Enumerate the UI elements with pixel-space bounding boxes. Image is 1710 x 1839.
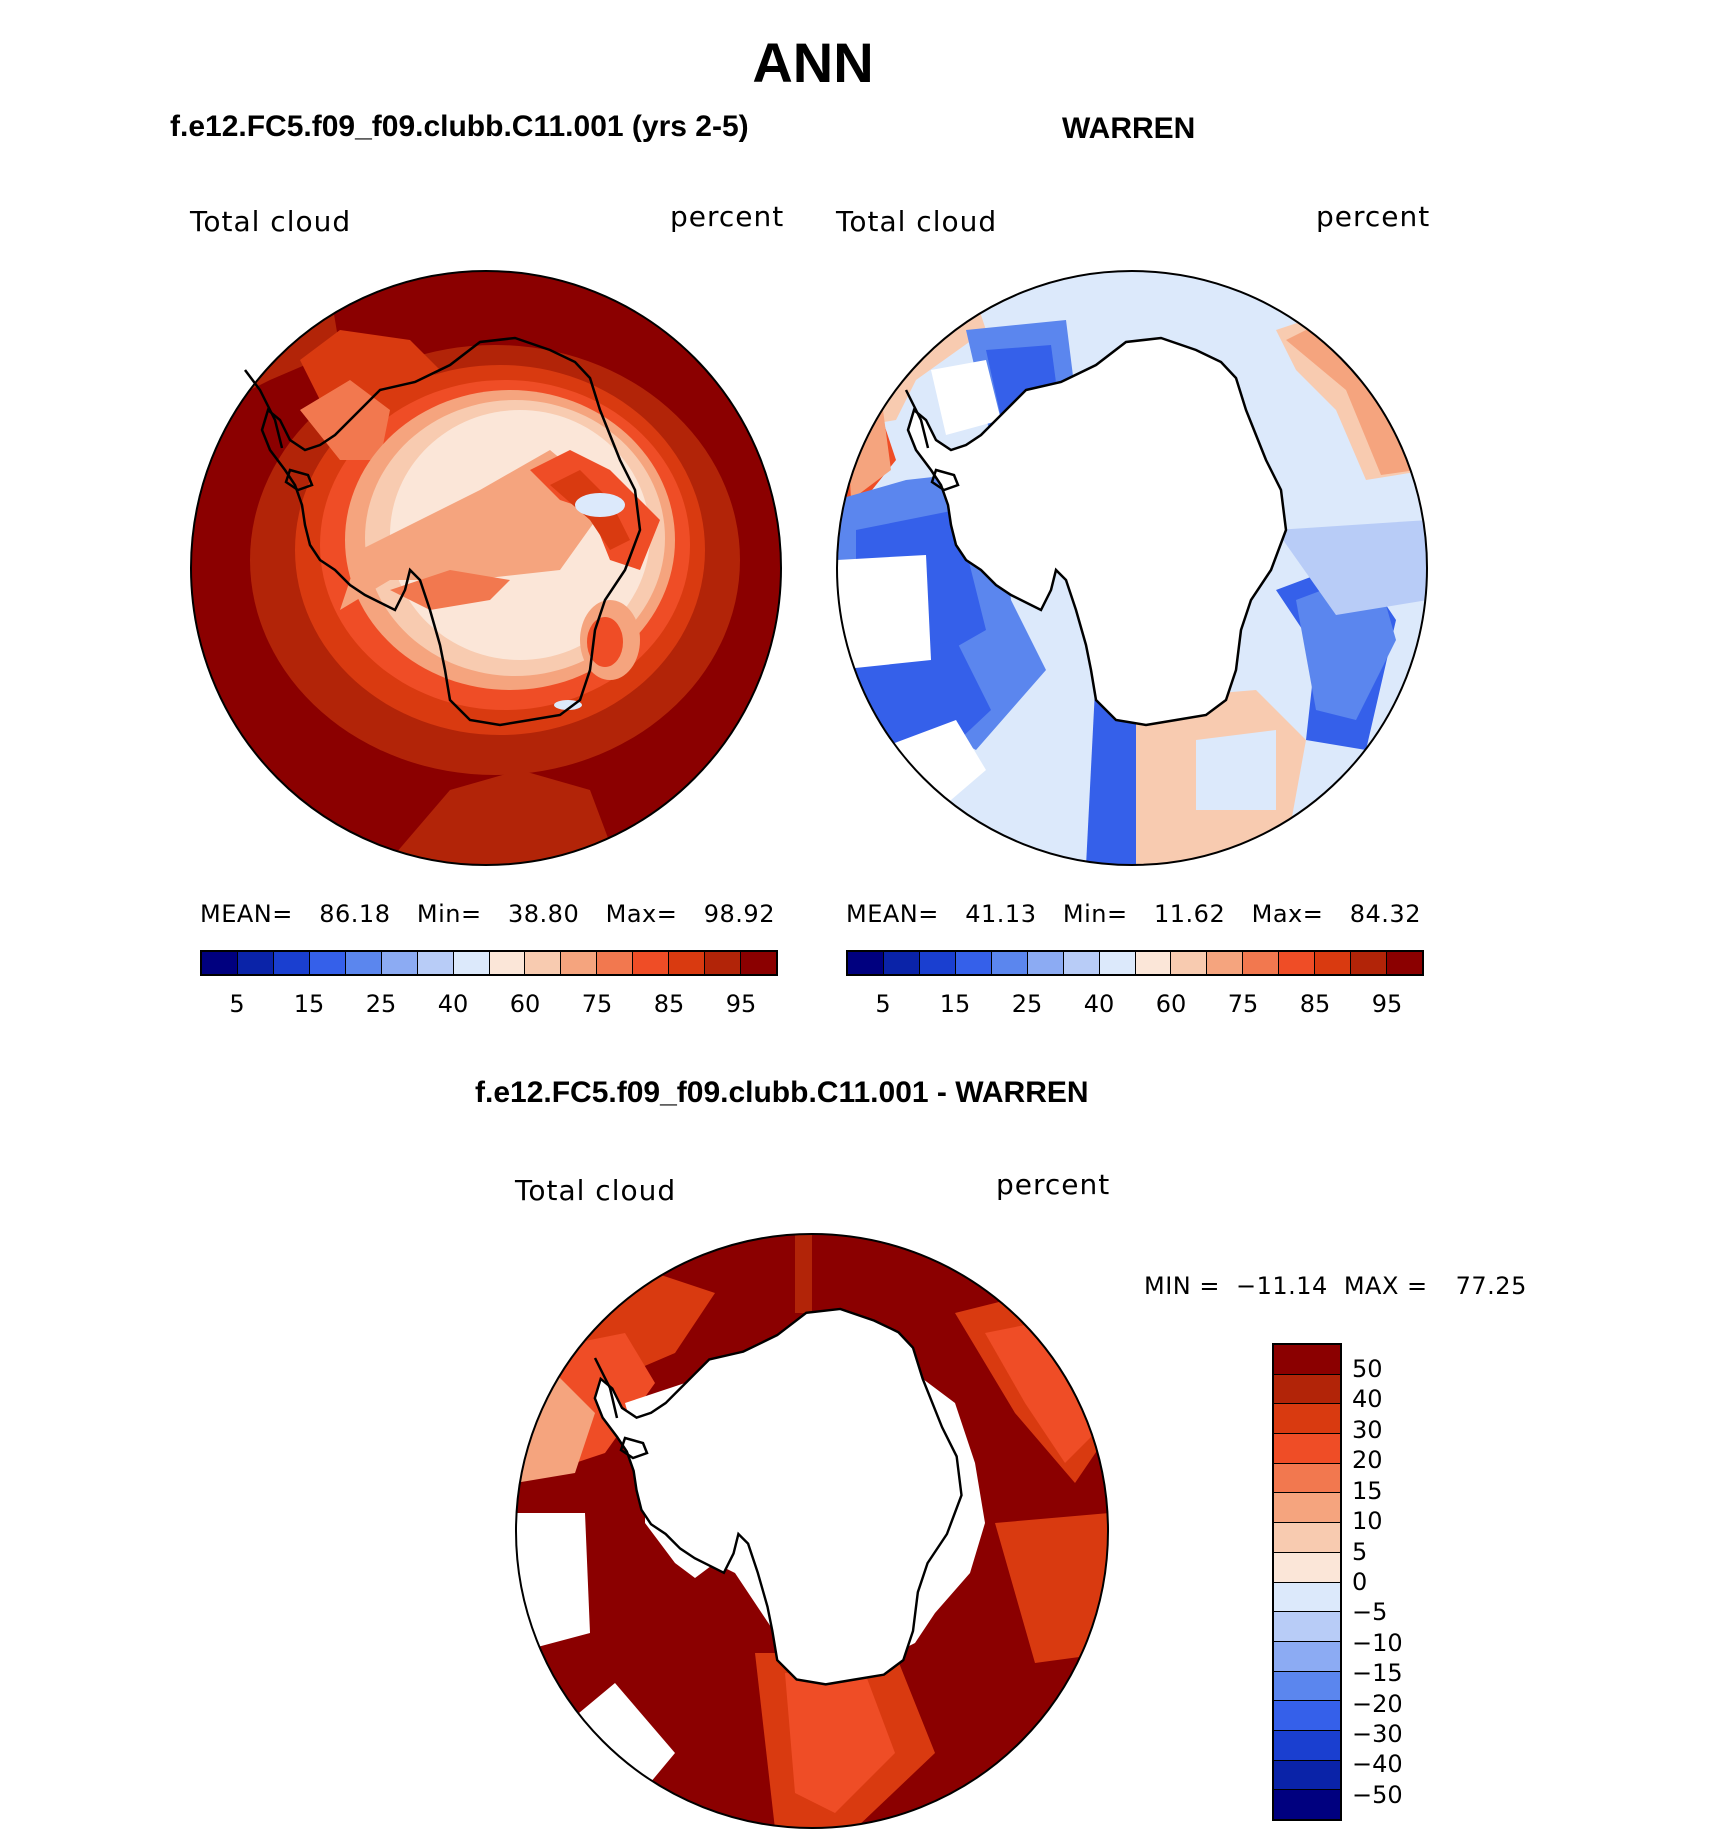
bottom-cbar-label: 5	[1352, 1537, 1368, 1566]
top-left-max-label: Max=	[605, 900, 678, 928]
top-left-variable-label: Total cloud	[190, 205, 352, 238]
bottom-cbar-label: 20	[1352, 1446, 1383, 1475]
top-left-cbar-label: 95	[725, 990, 757, 1018]
top-left-cbar-label: 60	[509, 990, 541, 1018]
top-right-cbar-label: 25	[1011, 990, 1043, 1018]
top-left-cbar-label: 5	[229, 990, 245, 1018]
top-left-units-label: percent	[670, 200, 785, 233]
top-left-cbar-label: 85	[653, 990, 685, 1018]
top-right-cbar-label: 95	[1371, 990, 1403, 1018]
bottom-units-label: percent	[996, 1168, 1111, 1201]
top-left-mean-value: 86.18	[319, 900, 391, 928]
top-right-mean-value: 41.13	[965, 900, 1037, 928]
bottom-min-value: −11.14	[1235, 1272, 1328, 1300]
bottom-min-label: MIN =	[1144, 1272, 1220, 1300]
bottom-cbar-label: 10	[1352, 1507, 1383, 1536]
top-right-cbar-label: 5	[875, 990, 891, 1018]
bottom-colorbar	[1272, 1343, 1342, 1821]
top-right-min-value: 11.62	[1154, 900, 1226, 928]
bottom-colorbar-labels: 50 40 30 20 15 10 5 0 −5 −10 −15 −20 −30…	[1352, 1357, 1432, 1807]
top-right-cbar-label: 75	[1227, 990, 1259, 1018]
top-left-stats: MEAN= 86.18 Min= 38.80 Max= 98.92	[200, 900, 775, 928]
bottom-cbar-label: −50	[1352, 1780, 1403, 1809]
top-left-cbar-label: 40	[437, 990, 469, 1018]
top-right-cbar-label: 60	[1155, 990, 1187, 1018]
top-right-map	[836, 270, 1428, 866]
top-left-cbar-label: 25	[365, 990, 397, 1018]
top-left-mean-label: MEAN=	[200, 900, 293, 928]
bottom-cbar-label: −5	[1352, 1598, 1388, 1627]
top-right-cbar-label: 15	[939, 990, 971, 1018]
page-title: ANN	[752, 31, 874, 94]
top-right-colorbar	[846, 950, 1424, 976]
bottom-cbar-label: 30	[1352, 1415, 1383, 1444]
bottom-cbar-label: 40	[1352, 1385, 1383, 1414]
top-left-map	[190, 270, 782, 866]
top-right-max-value: 84.32	[1349, 900, 1421, 928]
top-left-min-value: 38.80	[508, 900, 580, 928]
bottom-max-label: MAX =	[1343, 1272, 1428, 1300]
bottom-variable-label: Total cloud	[515, 1174, 677, 1207]
top-left-cbar-label: 75	[581, 990, 613, 1018]
bottom-case-title: f.e12.FC5.f09_f09.clubb.C11.001 - WARREN	[475, 1076, 1089, 1109]
top-right-mean-label: MEAN=	[846, 900, 939, 928]
top-left-cbar-label: 15	[293, 990, 325, 1018]
top-right-max-label: Max=	[1251, 900, 1324, 928]
bottom-cbar-label: −15	[1352, 1659, 1403, 1688]
top-right-min-label: Min=	[1062, 900, 1128, 928]
top-right-variable-label: Total cloud	[836, 205, 998, 238]
top-right-cbar-label: 85	[1299, 990, 1331, 1018]
top-right-units-label: percent	[1316, 200, 1431, 233]
top-left-case-title: f.e12.FC5.f09_f09.clubb.C11.001 (yrs 2-5…	[170, 110, 749, 143]
bottom-cbar-label: 15	[1352, 1476, 1383, 1505]
bottom-stats: MIN = −11.14 MAX = 77.25	[1144, 1272, 1527, 1300]
top-left-colorbar	[200, 950, 778, 976]
bottom-cbar-label: −40	[1352, 1750, 1403, 1779]
bottom-cbar-label: −30	[1352, 1720, 1403, 1749]
bottom-cbar-label: −10	[1352, 1628, 1403, 1657]
bottom-max-value: 77.25	[1455, 1272, 1527, 1300]
bottom-cbar-label: −20	[1352, 1689, 1403, 1718]
bottom-cbar-label: 0	[1352, 1567, 1368, 1596]
top-left-max-value: 98.92	[703, 900, 775, 928]
bottom-cbar-label: 50	[1352, 1355, 1383, 1383]
top-right-cbar-label: 40	[1083, 990, 1115, 1018]
top-left-min-label: Min=	[416, 900, 482, 928]
top-right-stats: MEAN= 41.13 Min= 11.62 Max= 84.32	[846, 900, 1421, 928]
top-right-case-title: WARREN	[1062, 112, 1196, 145]
bottom-map	[515, 1233, 1109, 1829]
